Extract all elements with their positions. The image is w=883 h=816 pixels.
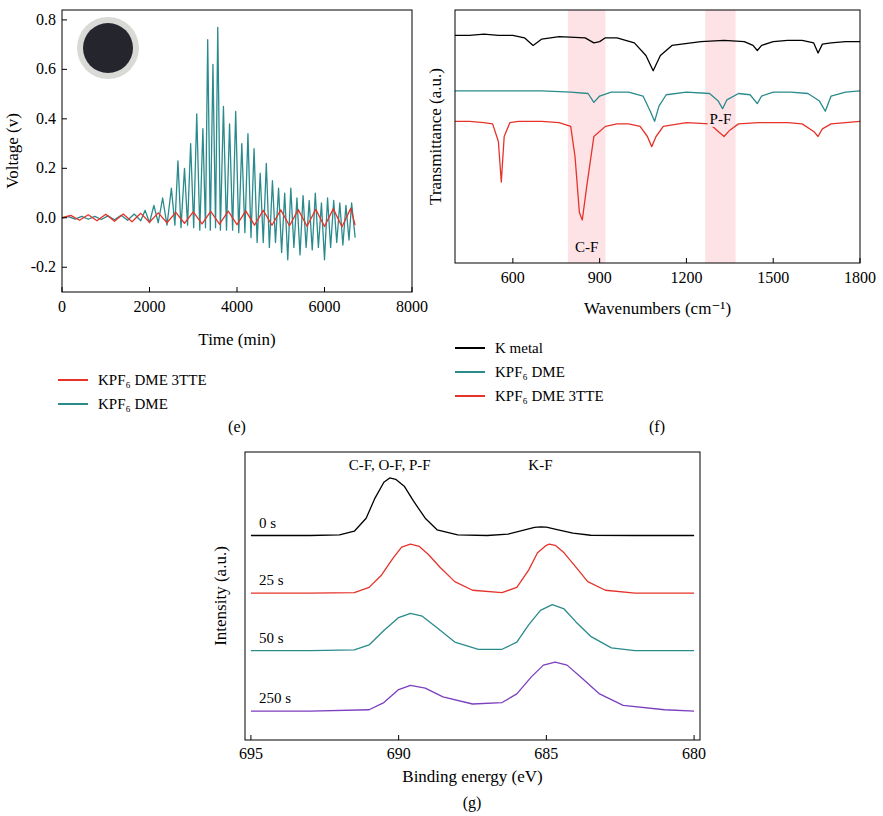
axis-title: Transmittance (a.u.) [426,68,445,205]
tick-label: 0.6 [36,60,56,77]
tick-label: 6000 [309,298,341,315]
tick-mark [412,287,413,292]
axis-title: Binding energy (eV) [402,767,542,786]
tick-label: 600 [501,269,525,286]
highlight-band [705,10,735,263]
highlight-band [568,10,606,263]
plot-frame [62,10,412,292]
tick-label: 690 [387,745,411,762]
tick-mark [62,118,67,119]
tick-label: 695 [239,745,263,762]
series-line [455,91,860,121]
tick-mark [694,735,695,740]
axis-title: Intensity (a.u.) [211,546,230,646]
tick-label: 1200 [670,269,702,286]
legend-label: KPF₆ DME [98,396,168,412]
legend-swatch [58,379,88,381]
legend-swatch [58,403,88,405]
figure: 0 2000 4000 6000 8000 -0.2 0.0 0.2 0.4 0.6 0.8 Time… [0,0,883,816]
tick-label: 2000 [134,298,166,315]
plot-area [251,478,694,711]
tick-label: 680 [682,745,706,762]
series-line [251,605,694,651]
series-line [455,121,860,220]
tick-mark [62,19,67,20]
legend-swatch [455,395,485,397]
axis-title: Wavenumbers (cm⁻¹) [584,299,731,318]
series-line [251,662,694,711]
tick-mark [398,735,399,740]
series-label: 50 s [259,630,284,646]
legend-swatch [455,371,485,373]
inset-photo [77,17,139,79]
label-patch [573,239,600,255]
legend-label: KPF₆ DME [495,364,565,380]
label-patch [708,111,734,127]
tick-label: 0.2 [36,159,56,176]
series-label: 250 s [259,690,291,706]
tick-mark [512,258,513,263]
tick-mark [324,287,325,292]
axis-title: Voltage (v) [3,113,22,189]
tick-mark [546,735,547,740]
tick-label: 0 [58,298,66,315]
annotation: K-F [528,457,552,473]
legend: K metal KPF₆ DME KPF₆ DME 3TTE [455,340,604,404]
tick-mark [149,287,150,292]
tick-mark [686,258,687,263]
panel: 695 690 685 680 Binding energy (eV) Intensity… [211,452,706,812]
tick-mark [237,287,238,292]
series-label: 0 s [259,515,276,531]
tick-mark [599,258,600,263]
tick-label: 900 [588,269,612,286]
band-label: P-F [710,111,732,127]
panel: C-F P-F 600 900 1200 1500 1800 Wavenumbers (cm⁻… [426,10,876,436]
axis-title: Time (min) [198,330,275,349]
plot-frame [245,452,700,740]
tick-mark [62,69,67,70]
tick-mark [62,217,67,218]
tick-label: 0.0 [36,209,56,226]
tick-mark [62,168,67,169]
tick-label: 1800 [844,269,876,286]
tick-mark [860,258,861,263]
tick-label: 0.8 [36,11,56,28]
tick-label: 1500 [757,269,789,286]
legend-label: KPF₆ DME 3TTE [495,388,604,404]
plot-area [455,10,860,263]
tick-mark [773,258,774,263]
plot-frame [455,10,860,263]
panel-label: (e) [228,418,246,436]
annotation: C-F, O-F, P-F [349,457,431,473]
tick-mark [62,287,63,292]
legend-label: KPF₆ DME 3TTE [98,372,207,388]
inset-photo [83,23,133,73]
tick-label: 8000 [396,298,428,315]
tick-label: 0.4 [36,110,56,127]
legend: KPF₆ DME 3TTE KPF₆ DME [58,372,207,412]
tick-label: 685 [534,745,558,762]
series-line [251,544,694,593]
tick-label: -0.2 [31,258,56,275]
series-line [251,478,694,536]
tick-mark [250,735,251,740]
series-label: 25 s [259,572,284,588]
panel-label: (g) [463,794,482,812]
panel-label: (f) [649,418,665,436]
panel: 0 2000 4000 6000 8000 -0.2 0.0 0.2 0.4 0.6 0.8 Time… [3,10,428,436]
tick-mark [62,267,67,268]
tick-label: 4000 [221,298,253,315]
legend-label: K metal [495,340,543,356]
series-line [455,34,860,71]
series-line [62,208,355,226]
band-label: C-F [575,239,598,255]
legend-swatch [455,347,485,349]
